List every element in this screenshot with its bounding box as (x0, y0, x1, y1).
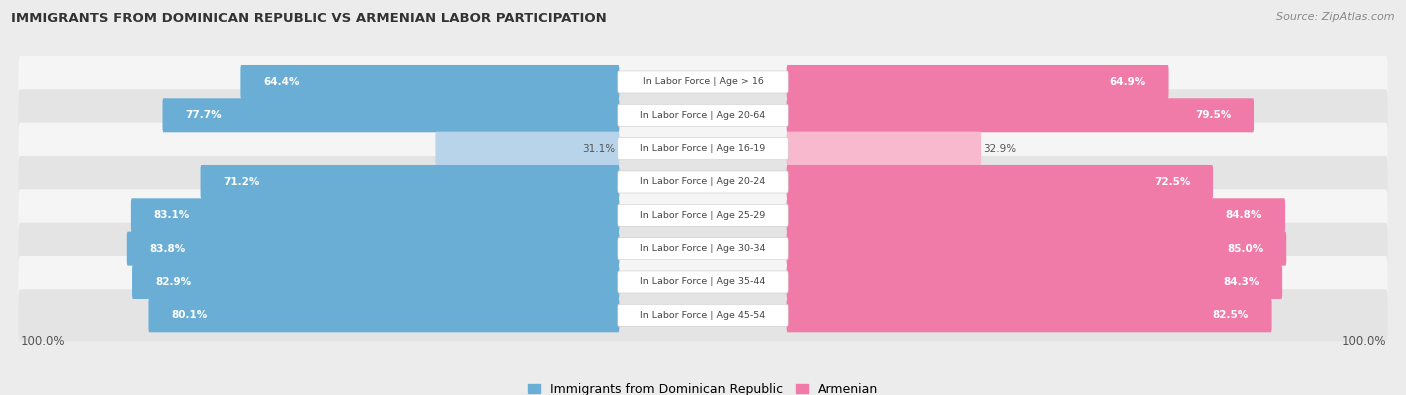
Text: In Labor Force | Age 45-54: In Labor Force | Age 45-54 (640, 311, 766, 320)
FancyBboxPatch shape (436, 132, 620, 166)
Text: 82.5%: 82.5% (1212, 310, 1249, 320)
Text: 83.1%: 83.1% (153, 210, 190, 220)
FancyBboxPatch shape (617, 104, 789, 126)
FancyBboxPatch shape (786, 98, 1254, 132)
Text: 64.4%: 64.4% (263, 77, 299, 87)
Text: 64.9%: 64.9% (1109, 77, 1146, 87)
FancyBboxPatch shape (163, 98, 620, 132)
Text: 100.0%: 100.0% (1341, 335, 1386, 348)
Text: Source: ZipAtlas.com: Source: ZipAtlas.com (1277, 12, 1395, 22)
FancyBboxPatch shape (127, 231, 620, 266)
Text: In Labor Force | Age > 16: In Labor Force | Age > 16 (643, 77, 763, 87)
FancyBboxPatch shape (617, 304, 789, 326)
FancyBboxPatch shape (786, 265, 1282, 299)
FancyBboxPatch shape (617, 71, 789, 93)
FancyBboxPatch shape (617, 137, 789, 160)
FancyBboxPatch shape (18, 89, 1388, 141)
FancyBboxPatch shape (617, 171, 789, 193)
FancyBboxPatch shape (149, 298, 620, 332)
Text: IMMIGRANTS FROM DOMINICAN REPUBLIC VS ARMENIAN LABOR PARTICIPATION: IMMIGRANTS FROM DOMINICAN REPUBLIC VS AR… (11, 12, 607, 25)
Text: 71.2%: 71.2% (224, 177, 260, 187)
FancyBboxPatch shape (18, 156, 1388, 208)
FancyBboxPatch shape (18, 289, 1388, 341)
FancyBboxPatch shape (18, 122, 1388, 175)
Legend: Immigrants from Dominican Republic, Armenian: Immigrants from Dominican Republic, Arme… (523, 378, 883, 395)
Text: 83.8%: 83.8% (149, 244, 186, 254)
Text: 79.5%: 79.5% (1195, 110, 1232, 120)
FancyBboxPatch shape (18, 56, 1388, 108)
Text: In Labor Force | Age 35-44: In Labor Force | Age 35-44 (640, 277, 766, 286)
FancyBboxPatch shape (617, 271, 789, 293)
Text: 82.9%: 82.9% (155, 277, 191, 287)
FancyBboxPatch shape (18, 189, 1388, 241)
Text: In Labor Force | Age 20-24: In Labor Force | Age 20-24 (640, 177, 766, 186)
FancyBboxPatch shape (786, 65, 1168, 99)
Text: In Labor Force | Age 30-34: In Labor Force | Age 30-34 (640, 244, 766, 253)
Text: In Labor Force | Age 20-64: In Labor Force | Age 20-64 (640, 111, 766, 120)
FancyBboxPatch shape (786, 198, 1285, 232)
Text: 80.1%: 80.1% (172, 310, 208, 320)
Text: 85.0%: 85.0% (1227, 244, 1264, 254)
FancyBboxPatch shape (131, 198, 620, 232)
FancyBboxPatch shape (132, 265, 620, 299)
FancyBboxPatch shape (18, 256, 1388, 308)
FancyBboxPatch shape (617, 204, 789, 226)
FancyBboxPatch shape (786, 231, 1286, 266)
FancyBboxPatch shape (240, 65, 620, 99)
FancyBboxPatch shape (786, 165, 1213, 199)
Text: 77.7%: 77.7% (186, 110, 222, 120)
FancyBboxPatch shape (617, 238, 789, 260)
Text: In Labor Force | Age 16-19: In Labor Force | Age 16-19 (640, 144, 766, 153)
FancyBboxPatch shape (786, 298, 1271, 332)
Text: 84.8%: 84.8% (1226, 210, 1263, 220)
Text: 100.0%: 100.0% (20, 335, 65, 348)
FancyBboxPatch shape (786, 132, 981, 166)
Text: 84.3%: 84.3% (1223, 277, 1260, 287)
Text: 31.1%: 31.1% (582, 144, 616, 154)
Text: In Labor Force | Age 25-29: In Labor Force | Age 25-29 (640, 211, 766, 220)
Text: 72.5%: 72.5% (1154, 177, 1191, 187)
FancyBboxPatch shape (201, 165, 620, 199)
FancyBboxPatch shape (18, 223, 1388, 275)
Text: 32.9%: 32.9% (983, 144, 1017, 154)
